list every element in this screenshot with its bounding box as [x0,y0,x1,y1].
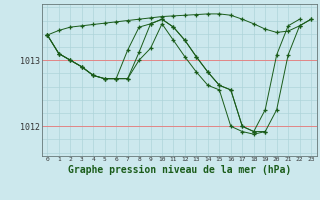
X-axis label: Graphe pression niveau de la mer (hPa): Graphe pression niveau de la mer (hPa) [68,165,291,175]
